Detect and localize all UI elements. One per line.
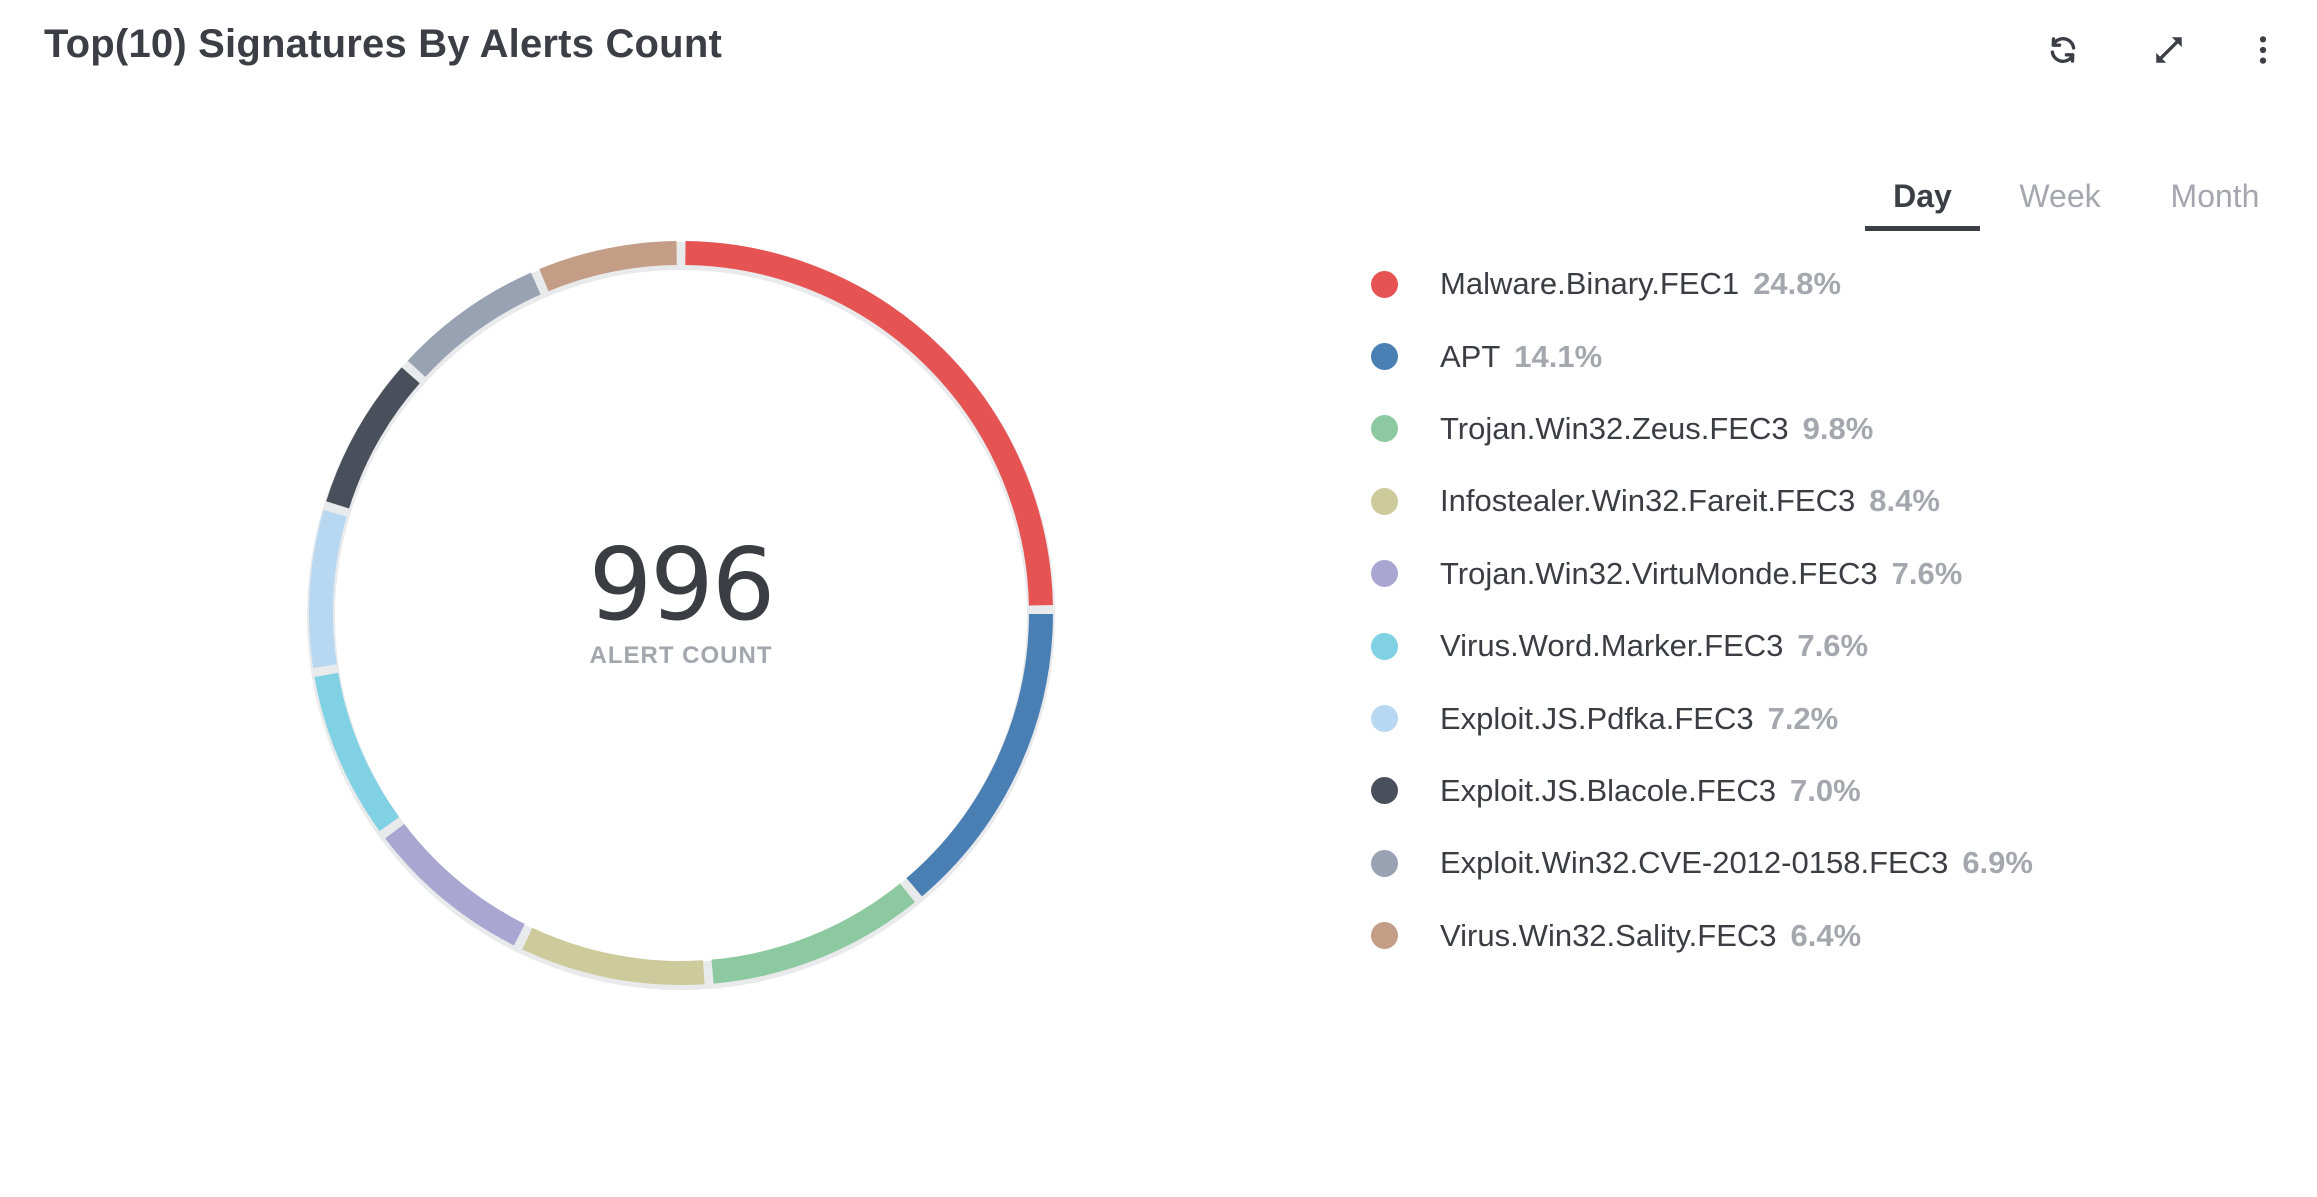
legend-label: Trojan.Win32.VirtuMonde.FEC3 [1440, 555, 1878, 591]
donut-slice[interactable] [314, 672, 400, 832]
legend-label: Exploit.JS.Blacole.FEC3 [1440, 772, 1776, 808]
legend-item[interactable]: Trojan.Win32.VirtuMonde.FEC3 7.6% [1370, 538, 2270, 610]
legend-swatch [1371, 270, 1398, 298]
alert-count-value: 996 [588, 526, 776, 643]
widget-toolbar [1977, 26, 2317, 74]
legend-percent: 7.0% [1789, 772, 1861, 808]
donut-slice[interactable] [906, 613, 1053, 897]
legend-item[interactable]: Infostealer.Win32.Fareit.FEC3 8.4% [1370, 465, 2270, 537]
alert-count-caption: ALERT COUNT [589, 642, 773, 669]
refresh-icon [2050, 37, 2076, 63]
more-vertical-icon [2259, 36, 2267, 64]
legend-percent: 6.4% [1790, 917, 1862, 953]
legend-percent: 9.8% [1802, 410, 1874, 446]
legend-item[interactable]: Virus.Word.Marker.FEC3 7.6% [1370, 610, 2270, 682]
legend-label: APT [1440, 338, 1501, 374]
more-options-button[interactable] [2239, 26, 2287, 74]
donut-slice[interactable] [539, 241, 677, 292]
donut-chart-area: 996 ALERT COUNT [0, 200, 1360, 1140]
legend-swatch [1371, 705, 1398, 733]
donut-slice[interactable] [685, 241, 1053, 606]
legend-item[interactable]: Virus.Win32.Sality.FEC3 6.4% [1370, 900, 2270, 972]
legend-item[interactable]: Exploit.JS.Pdfka.FEC3 7.2% [1370, 682, 2270, 754]
tab-day[interactable]: Day [1865, 170, 1980, 231]
donut-slice[interactable] [711, 883, 916, 984]
legend-label: Malware.Binary.FEC1 [1440, 266, 1740, 302]
expand-button[interactable] [2145, 26, 2193, 74]
legend-item[interactable]: APT 14.1% [1370, 320, 2270, 392]
refresh-button[interactable] [2039, 26, 2087, 74]
legend-percent: 7.6% [1891, 555, 1963, 591]
legend-item[interactable]: Exploit.JS.Blacole.FEC3 7.0% [1370, 755, 2270, 827]
legend-percent: 14.1% [1514, 338, 1603, 374]
legend-swatch [1371, 343, 1398, 371]
legend-swatch [1371, 922, 1398, 950]
legend-percent: 7.2% [1767, 700, 1839, 736]
legend-percent: 8.4% [1869, 483, 1940, 519]
legend-label: Trojan.Win32.Zeus.FEC3 [1440, 410, 1789, 446]
donut-slice[interactable] [326, 367, 420, 509]
donut-slice[interactable] [522, 927, 705, 985]
legend-label: Exploit.JS.Pdfka.FEC3 [1440, 700, 1754, 736]
legend-label: Virus.Word.Marker.FEC3 [1440, 628, 1784, 664]
donut-slice[interactable] [385, 823, 525, 946]
legend-swatch [1371, 415, 1398, 443]
legend-item[interactable]: Malware.Binary.FEC1 24.8% [1370, 248, 2270, 320]
donut-slice[interactable] [407, 272, 541, 377]
expand-icon [2156, 37, 2182, 63]
legend-swatch [1371, 487, 1398, 515]
chart-legend: Malware.Binary.FEC1 24.8% APT 14.1% Trojan.W… [1370, 248, 2270, 972]
legend-swatch [1371, 849, 1398, 877]
legend-item[interactable]: Trojan.Win32.Zeus.FEC3 9.8% [1370, 393, 2270, 465]
tab-week[interactable]: Week [2019, 178, 2101, 214]
legend-swatch [1371, 560, 1398, 588]
time-range-tabs: Day Week Month [1855, 170, 2295, 232]
legend-swatch [1371, 777, 1398, 805]
legend-label: Infostealer.Win32.Fareit.FEC3 [1440, 483, 1856, 519]
legend-item[interactable]: Exploit.Win32.CVE-2012-0158.FEC3 6.9% [1370, 827, 2270, 899]
legend-percent: 24.8% [1753, 266, 1842, 302]
legend-percent: 6.9% [1962, 845, 2033, 881]
tab-month[interactable]: Month [2170, 178, 2260, 214]
donut-chart [307, 241, 1055, 990]
legend-label: Virus.Win32.Sality.FEC3 [1440, 917, 1777, 953]
donut-center-label: 996 ALERT COUNT [481, 530, 881, 670]
donut-slice[interactable] [309, 510, 347, 668]
legend-swatch [1371, 632, 1398, 660]
legend-percent: 7.6% [1797, 628, 1869, 664]
widget-title: Top(10) Signatures By Alerts Count [44, 22, 722, 66]
legend-label: Exploit.Win32.CVE-2012-0158.FEC3 [1440, 845, 1949, 881]
